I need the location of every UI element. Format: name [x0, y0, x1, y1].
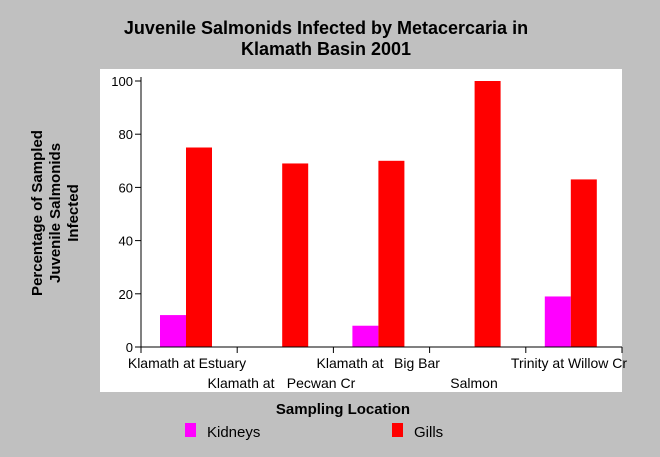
category-label-1-0: Klamath at	[208, 375, 275, 391]
bar-gills-1	[282, 163, 309, 347]
y-axis-title-line-1: Percentage of Sampled	[29, 130, 46, 296]
y-tick-label-60: 60	[119, 180, 133, 195]
y-axis-title-line-3: Infected	[65, 184, 82, 242]
legend-label-kidneys: Kidneys	[207, 424, 260, 441]
category-label-2-1: Big Bar	[394, 355, 440, 371]
y-tick-label-0: 0	[126, 340, 133, 355]
x-axis-title: Sampling Location	[276, 401, 410, 418]
legend-label-gills: Gills	[414, 424, 443, 441]
bar-gills-4	[570, 179, 597, 347]
category-label-0-0: Klamath at Estuary	[128, 355, 246, 371]
y-tick-label-80: 80	[119, 127, 133, 142]
bar-kidneys-2	[352, 325, 379, 347]
axes: 0 20 40 60 80 100	[111, 74, 623, 355]
bar-gills-0	[186, 147, 212, 347]
y-tick-label-40: 40	[119, 234, 133, 249]
chart-title-line-1: Juvenile Salmonids Infected by Metacerca…	[124, 18, 528, 38]
bar-kidneys-0	[160, 315, 186, 347]
legend: Kidneys Gills	[185, 423, 443, 441]
bar-kidneys-4	[544, 296, 571, 347]
legend-swatch-gills	[392, 423, 403, 437]
category-label-2-0: Klamath at	[317, 355, 384, 371]
category-label-4-0: Trinity at Willow Cr	[511, 355, 627, 371]
category-label-1-1: Pecwan Cr	[287, 375, 356, 391]
y-axis-title-line-2: Juvenile Salmonids	[47, 143, 64, 283]
bar-group	[160, 81, 597, 347]
chart-title-line-2: Klamath Basin 2001	[241, 39, 411, 59]
y-axis-title: Percentage of Sampled Juvenile Salmonids…	[29, 130, 82, 296]
y-tick-label-100: 100	[111, 74, 133, 89]
category-labels: Klamath at Estuary Klamath at Pecwan Cr Kla…	[128, 355, 628, 391]
bar-gills-2	[378, 160, 405, 347]
y-tick-label-20: 20	[119, 287, 133, 302]
bar-gills-3	[474, 81, 501, 347]
legend-swatch-kidneys	[185, 423, 196, 437]
category-label-3-0: Salmon	[450, 375, 497, 391]
